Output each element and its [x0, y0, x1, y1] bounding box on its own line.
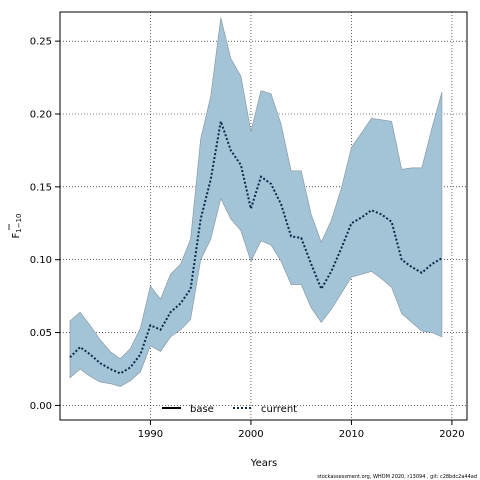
- x-tick-label-1990: 1990: [138, 429, 163, 440]
- axis-ticks: 1990 2000 2010 2020 0.00 0.05 0.10 0.15 0.20 0.25: [30, 37, 465, 440]
- y-tick-label-2: 0.10: [30, 255, 52, 266]
- x-axis-title: Years: [250, 458, 277, 469]
- y-axis-title: F1−10: [8, 214, 23, 239]
- y-tick-label-0: 0.00: [30, 401, 52, 412]
- y-axis-title-text: F1−10: [11, 214, 23, 239]
- y-tick-label-5: 0.25: [30, 37, 52, 48]
- legend-current-label: current: [261, 404, 297, 415]
- footer-caption: stockassessment.org, WHOM 2020, r13094 ,…: [317, 474, 477, 480]
- y-tick-label-1: 0.05: [30, 328, 52, 339]
- legend: base current: [162, 404, 297, 415]
- x-tick-label-2000: 2000: [238, 429, 263, 440]
- y-tick-label-4: 0.20: [30, 110, 52, 121]
- legend-base-label: base: [190, 404, 214, 415]
- current-series-line: [69, 120, 443, 375]
- x-tick-label-2020: 2020: [439, 429, 464, 440]
- plot-frame: [59, 11, 468, 421]
- confidence-band: [69, 17, 443, 387]
- x-tick-label-2010: 2010: [339, 429, 364, 440]
- y-tick-label-3: 0.15: [30, 182, 52, 193]
